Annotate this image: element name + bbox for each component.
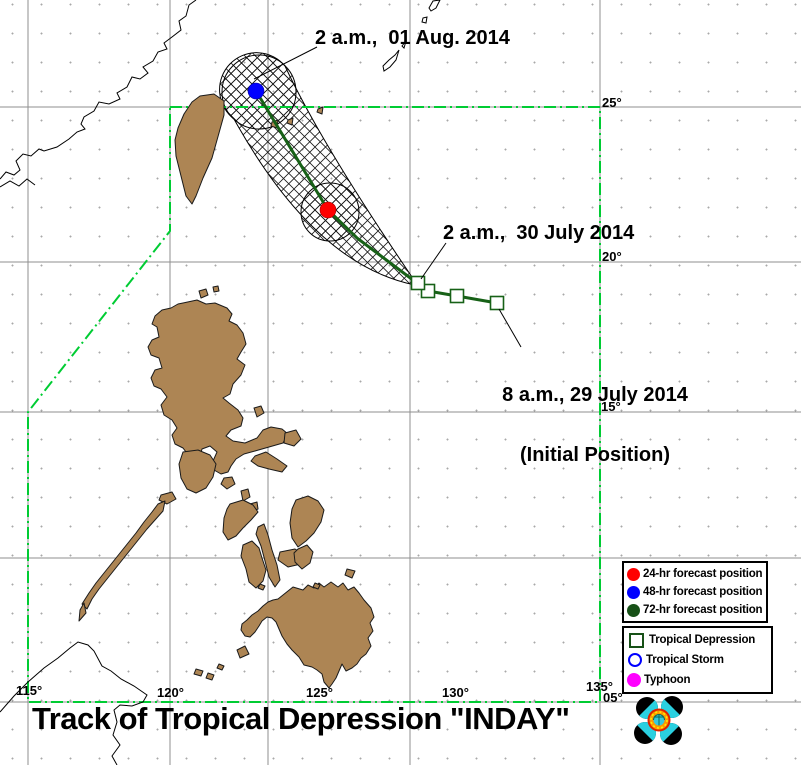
island-samar <box>289 495 325 548</box>
island-negros <box>240 540 267 589</box>
legend-forecast-positions: 24-hr forecast position 48-hr forecast p… <box>622 561 768 623</box>
lon-label-120: 120° <box>157 685 184 700</box>
legend-cyclone-categories: Tropical Depression Tropical Storm Typho… <box>622 626 773 694</box>
typhoon-icon <box>627 673 641 687</box>
island-palawan <box>81 500 166 610</box>
island-taiwan <box>174 93 225 205</box>
page-title: Track of Tropical Depression "INDAY" <box>32 701 570 736</box>
landmasses <box>78 93 375 689</box>
72hr-legend-dot-icon <box>627 603 640 617</box>
legend-row-depression: Tropical Depression <box>627 631 771 650</box>
lat-label-20: 20° <box>602 249 622 264</box>
coastline-borneo <box>0 641 148 765</box>
legend-row-48hr: 48-hr forecast position <box>627 583 766 601</box>
annotation-48hr-forecast: 2 a.m., 01 Aug. 2014 <box>315 27 510 49</box>
island-cebu <box>255 523 281 588</box>
islands-ryukyu <box>382 0 441 72</box>
island-panay <box>222 499 259 541</box>
annotation-30-july: 2 a.m., 30 July 2014 <box>443 222 635 244</box>
legend-label: Typhoon <box>644 674 691 686</box>
annotation-initial-position: 8 a.m., 29 July 2014 (Initial Position) <box>488 345 702 505</box>
pagasa-logo <box>634 696 683 745</box>
legend-row-72hr: 72-hr forecast position <box>627 601 766 619</box>
island-luzon <box>147 299 289 479</box>
48hr-forecast-dot <box>247 82 265 100</box>
legend-label: Tropical Depression <box>649 634 756 646</box>
lon-label-135: 135° <box>586 679 613 694</box>
legend-row-24hr: 24-hr forecast position <box>627 565 766 583</box>
legend-row-typhoon: Typhoon <box>627 671 771 690</box>
legend-label: 24-hr forecast position <box>643 568 763 580</box>
24hr-legend-dot-icon <box>627 567 640 581</box>
lon-label-130: 130° <box>442 685 469 700</box>
annotation-initial-line1: 8 a.m., 29 July 2014 <box>502 384 688 406</box>
annotation-pointer-lines <box>253 46 522 348</box>
tropical-storm-icon <box>628 653 642 667</box>
legend-label: 48-hr forecast position <box>643 586 763 598</box>
legend-label: 72-hr forecast position <box>643 604 763 616</box>
24hr-forecast-dot <box>319 201 337 219</box>
lon-label-115: 115° <box>16 683 43 698</box>
legend-row-storm: Tropical Storm <box>627 651 771 670</box>
lat-label-25: 25° <box>602 95 622 110</box>
lat-label-05: 05° <box>603 690 623 705</box>
tropical-depression-icon <box>629 632 644 648</box>
legend-label: Tropical Storm <box>646 654 724 666</box>
island-leyte <box>293 544 314 570</box>
island-mindoro <box>178 449 217 494</box>
lon-label-125: 125° <box>306 685 333 700</box>
island-mindanao <box>240 581 375 689</box>
observed-position-squares <box>410 275 505 311</box>
coastline-china <box>0 0 197 188</box>
48hr-legend-dot-icon <box>627 585 640 599</box>
lat-label-15: 15° <box>601 399 621 414</box>
par-boundary <box>27 106 601 703</box>
annotation-initial-line2: (Initial Position) <box>520 444 670 466</box>
island-masbate <box>250 451 288 473</box>
